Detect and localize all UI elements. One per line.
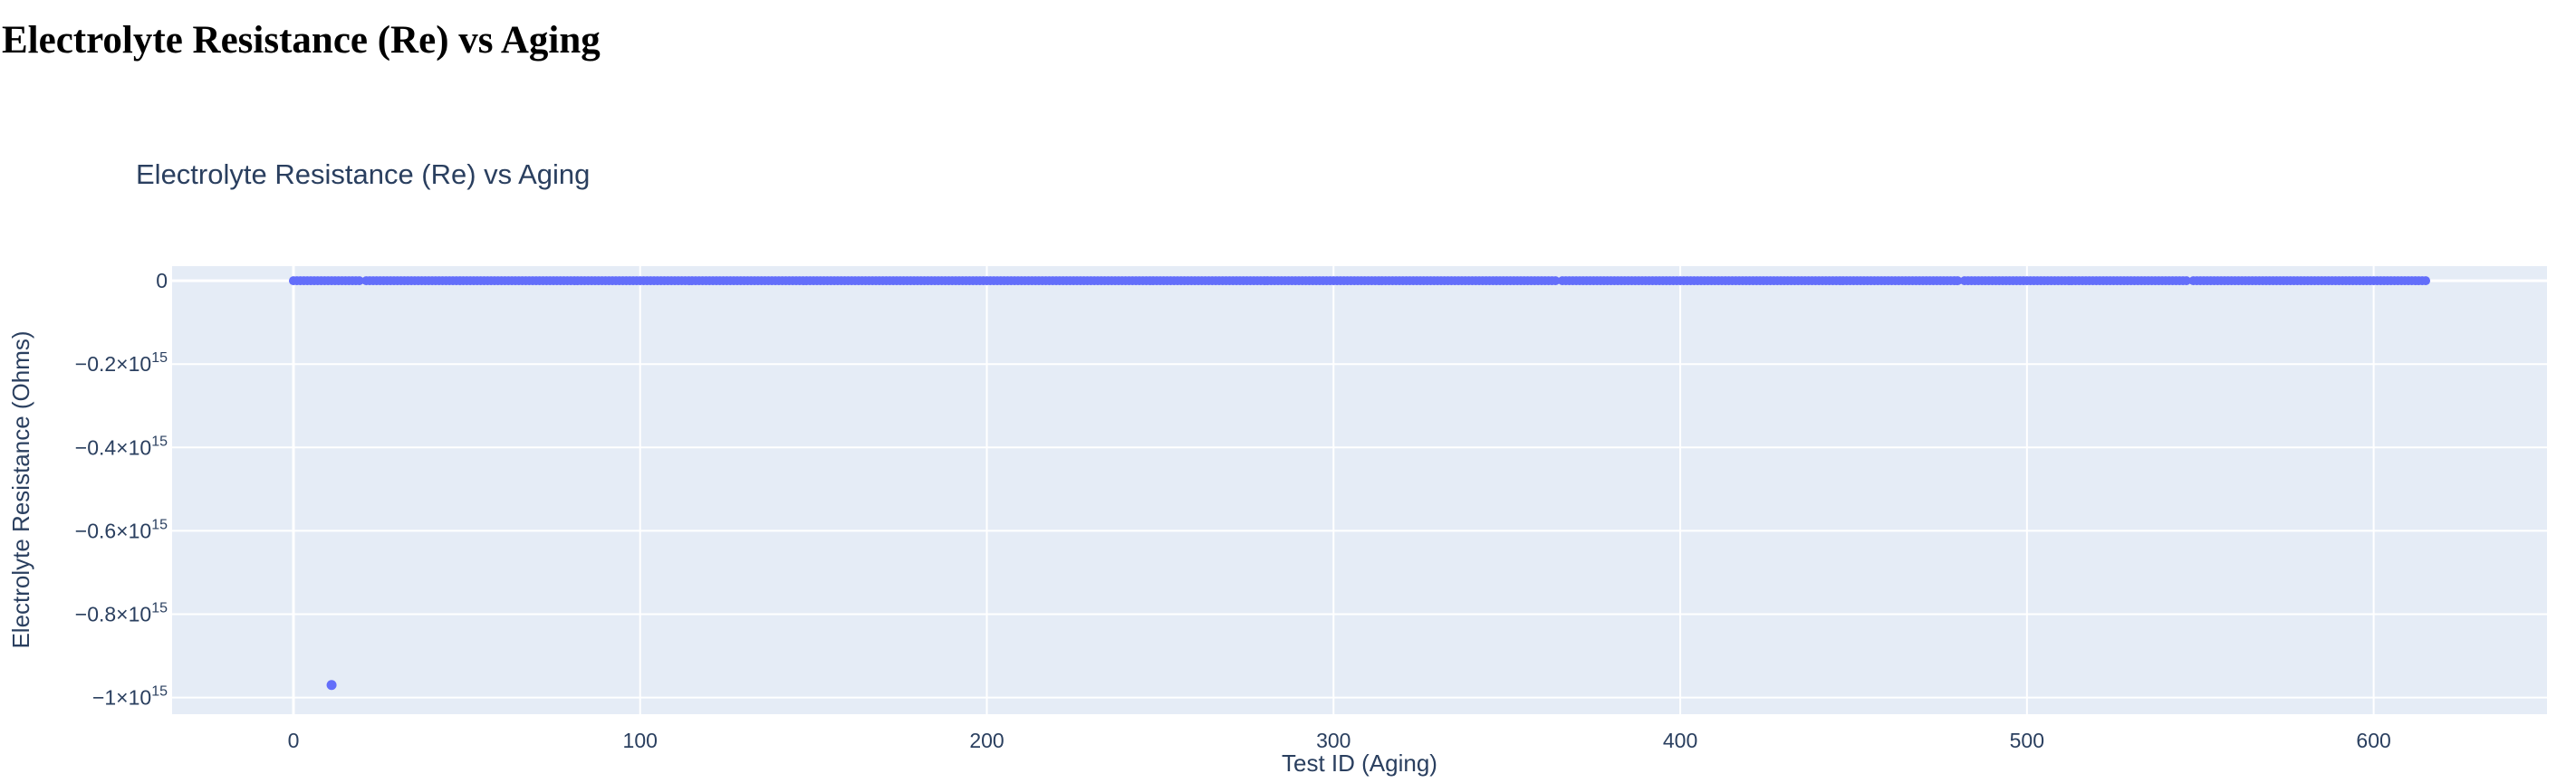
x-tick-label: 100: [623, 729, 658, 752]
y-tick-label: −0.2×1015: [75, 350, 168, 376]
chart-title: Electrolyte Resistance (Re) vs Aging: [136, 158, 590, 190]
data-points: [288, 276, 2431, 691]
y-tick-label: −1×1015: [92, 684, 168, 710]
x-tick-label: 300: [1316, 729, 1350, 752]
y-tick-label: −0.6×1015: [75, 517, 168, 542]
y-axis-label: Electrolyte Resistance (Ohms): [7, 330, 34, 648]
data-point: [1953, 276, 1963, 286]
x-tick-label: 400: [1663, 729, 1697, 752]
data-point: [354, 276, 364, 286]
y-tick-label: −0.8×1015: [75, 600, 168, 625]
data-point: [2181, 276, 2191, 286]
data-point-outlier: [326, 680, 337, 691]
x-tick-labels: 0 100 200 300 400 500 600: [288, 729, 2391, 752]
data-point: [2421, 276, 2431, 286]
y-tick-labels: 0 −0.2×1015 −0.4×1015 −0.6×1015 −0.8×1015 −1×…: [75, 269, 168, 709]
x-tick-label: 0: [288, 729, 300, 752]
x-tick-label: 200: [969, 729, 1004, 752]
x-tick-label: 500: [2010, 729, 2044, 752]
x-axis-label: Test ID (Aging): [1282, 750, 1437, 777]
y-tick-label: −0.4×1015: [75, 434, 168, 459]
plot-background: [172, 266, 2547, 714]
x-tick-label: 600: [2356, 729, 2390, 752]
y-tick-label: 0: [156, 269, 168, 292]
x-grid-lines: [292, 266, 2375, 714]
data-point: [1551, 276, 1561, 286]
page-heading: Electrolyte Resistance (Re) vs Aging: [2, 19, 601, 62]
